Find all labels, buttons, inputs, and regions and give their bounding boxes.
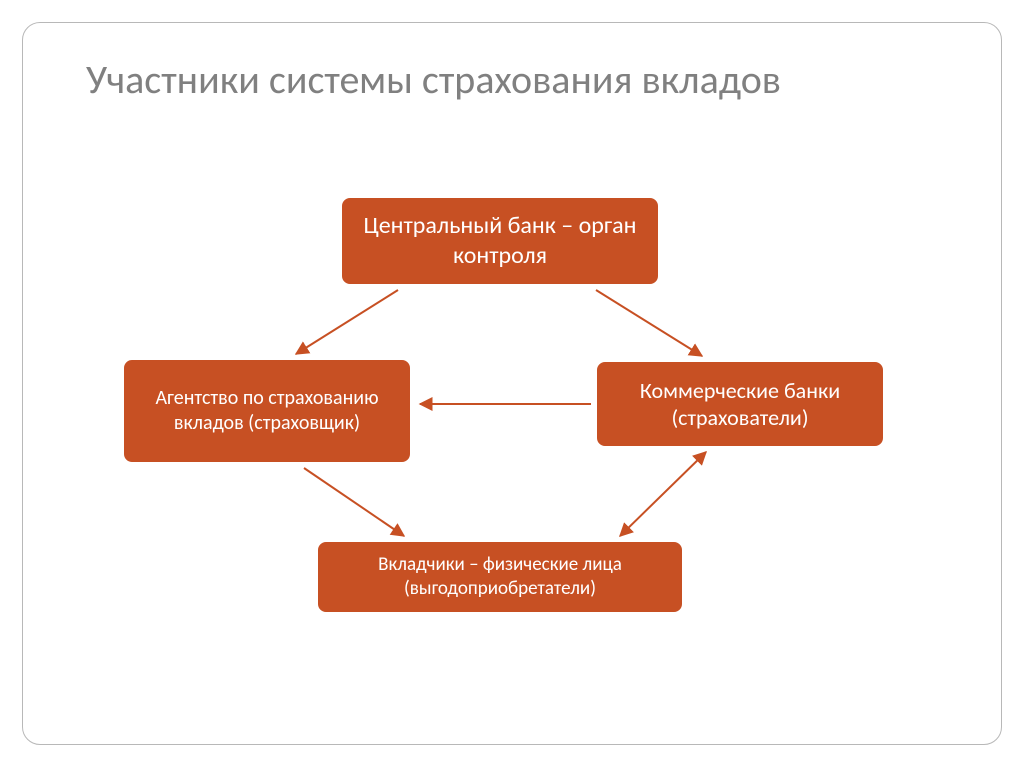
node-central-bank: Центральный банк – орган контроля <box>340 196 660 286</box>
node-depositors: Вкладчики – физические лица (выгодоприоб… <box>316 540 684 614</box>
node-label: Коммерческие банки (страхователи) <box>609 377 871 432</box>
node-insurance-agency: Агентство по страхованию вкладов (страхо… <box>122 358 412 464</box>
node-label: Центральный банк – орган контроля <box>354 211 646 271</box>
node-label: Агентство по страхованию вкладов (страхо… <box>136 386 398 436</box>
node-commercial-banks: Коммерческие банки (страхователи) <box>595 360 885 448</box>
page-title: Участники системы страхования вкладов <box>86 56 906 104</box>
node-label: Вкладчики – физические лица (выгодоприоб… <box>330 553 670 601</box>
